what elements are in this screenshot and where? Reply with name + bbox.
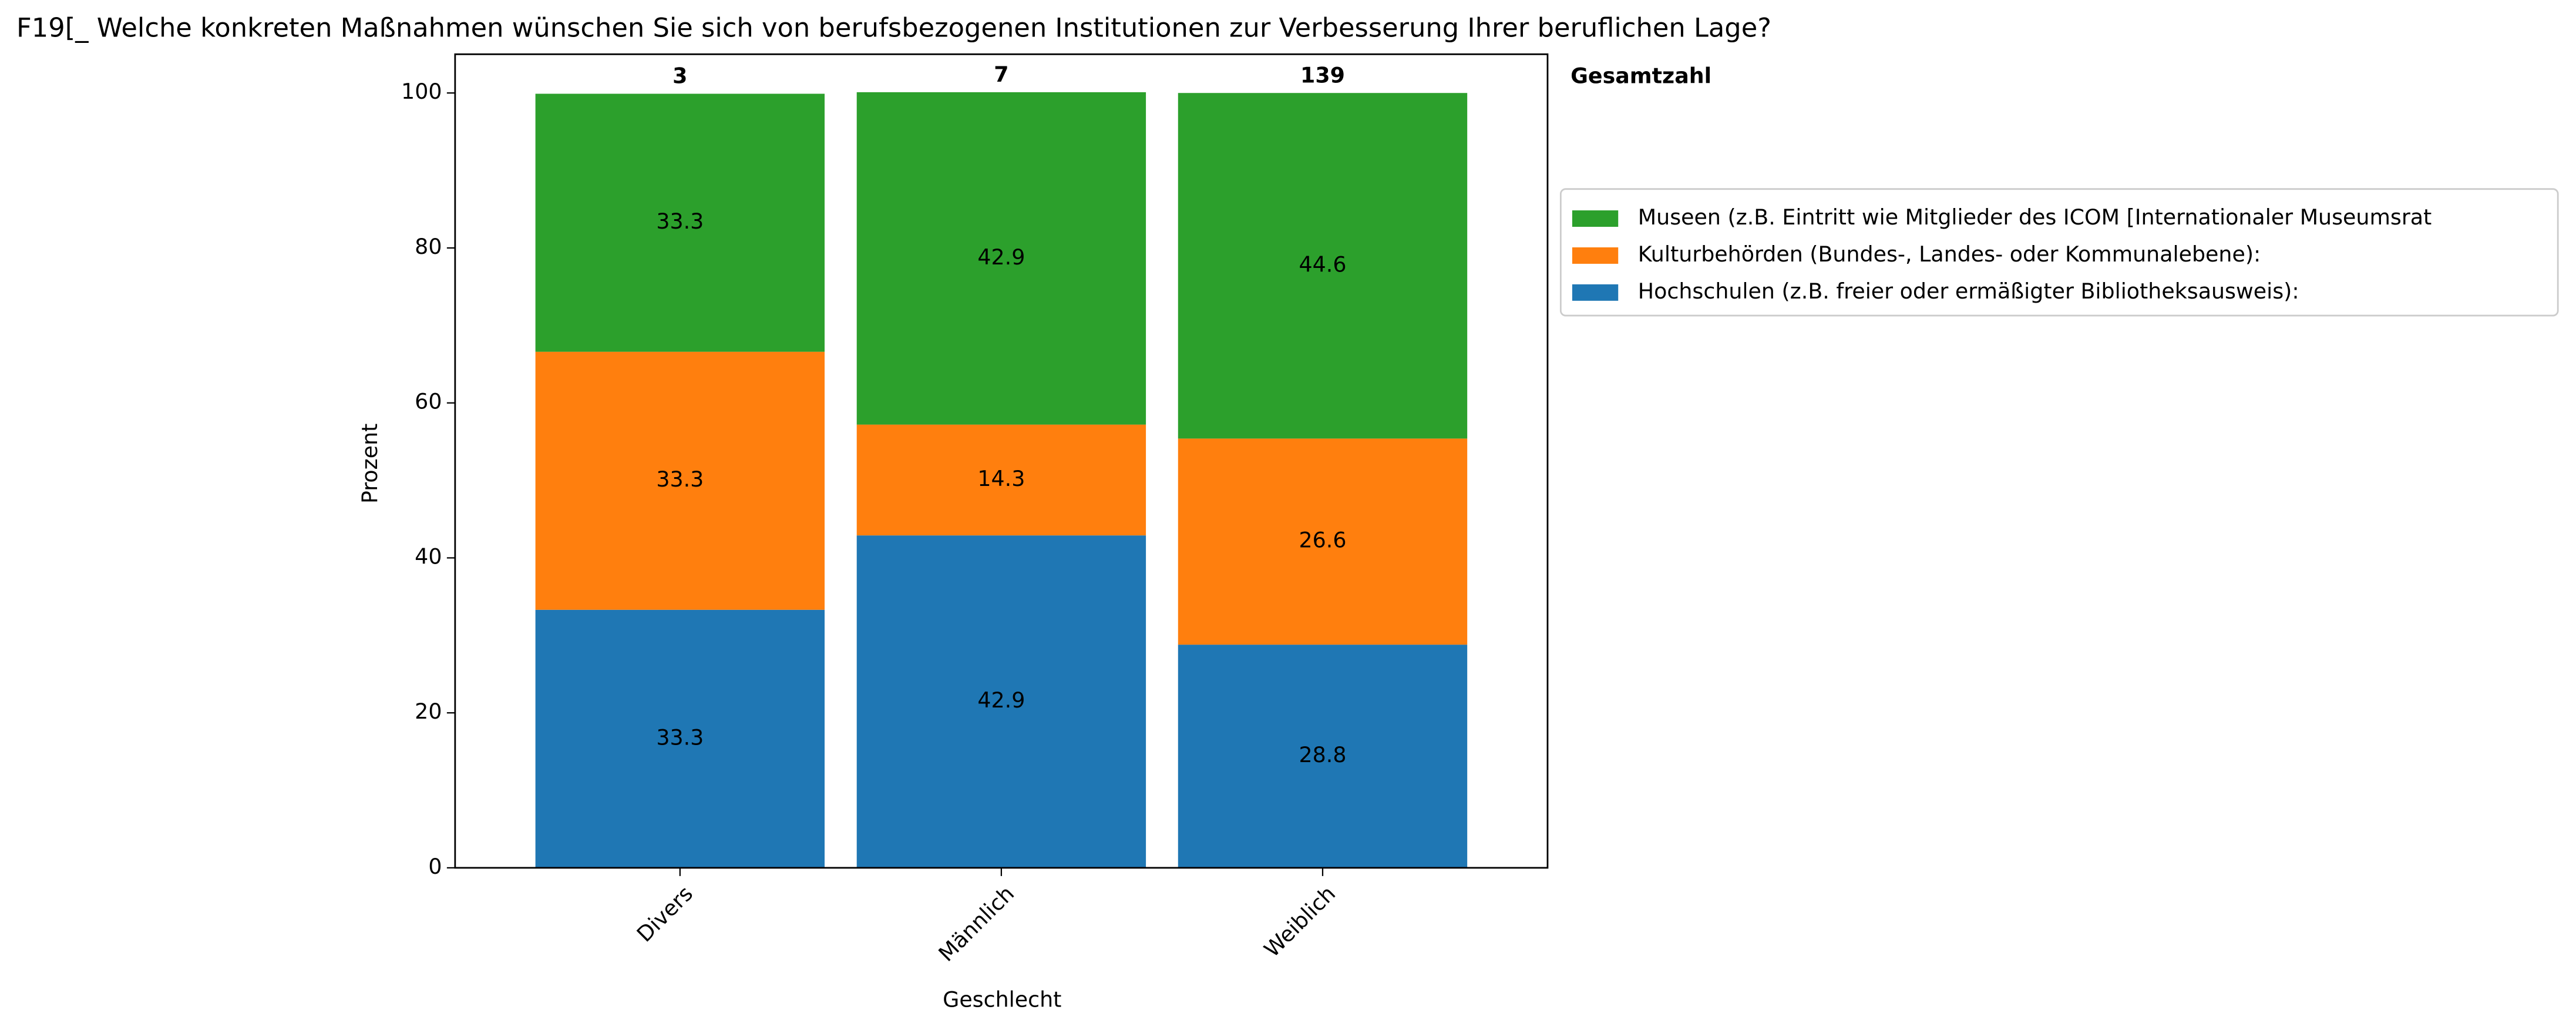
bar-segment xyxy=(535,609,825,868)
x-axis-label: Geschlecht xyxy=(943,987,1061,1012)
value-label: 14.3 xyxy=(977,466,1025,491)
y-tick-label: 40 xyxy=(415,544,442,569)
legend-label: Kulturbehörden (Bundes-, Landes- oder Ko… xyxy=(1638,242,2261,267)
y-tick-label: 0 xyxy=(428,854,442,879)
legend-label: Hochschulen (z.B. freier oder ermäßigter… xyxy=(1638,279,2299,304)
y-tick-label: 80 xyxy=(415,234,442,259)
value-label: 28.8 xyxy=(1299,742,1347,767)
y-tick-label: 20 xyxy=(415,699,442,724)
value-label: 42.9 xyxy=(977,244,1025,270)
plot-frame xyxy=(454,53,1549,869)
total-label: 3 xyxy=(672,63,687,89)
total-label: 7 xyxy=(994,62,1008,87)
legend-box xyxy=(1559,188,2559,317)
legend-swatch xyxy=(1572,284,1619,301)
value-label: 33.3 xyxy=(656,725,704,750)
bar-segment xyxy=(1178,438,1468,645)
value-label: 33.3 xyxy=(656,467,704,492)
bar-segment xyxy=(856,535,1146,868)
bar-segment xyxy=(535,351,825,610)
value-label: 33.3 xyxy=(656,209,704,234)
legend-swatch xyxy=(1572,247,1619,264)
y-tick-label: 60 xyxy=(415,389,442,414)
bar-segment xyxy=(535,93,825,352)
bar-segment xyxy=(1178,645,1468,868)
chart-title: F19[_ Welche konkreten Maßnahmen wünsche… xyxy=(16,12,1771,43)
totals-label: Gesamtzahl xyxy=(1571,63,1711,88)
legend-swatch xyxy=(1572,210,1619,227)
y-tick-label: 100 xyxy=(401,79,442,104)
value-label: 42.9 xyxy=(977,687,1025,713)
value-label: 26.6 xyxy=(1299,528,1347,553)
bar-segment xyxy=(1178,93,1468,439)
bar-segment xyxy=(856,424,1146,536)
total-label: 139 xyxy=(1300,62,1345,88)
y-axis-label: Prozent xyxy=(357,424,382,504)
legend-label: Museen (z.B. Eintritt wie Mitglieder des… xyxy=(1638,204,2432,230)
value-label: 44.6 xyxy=(1299,251,1347,277)
bar-segment xyxy=(856,92,1146,425)
